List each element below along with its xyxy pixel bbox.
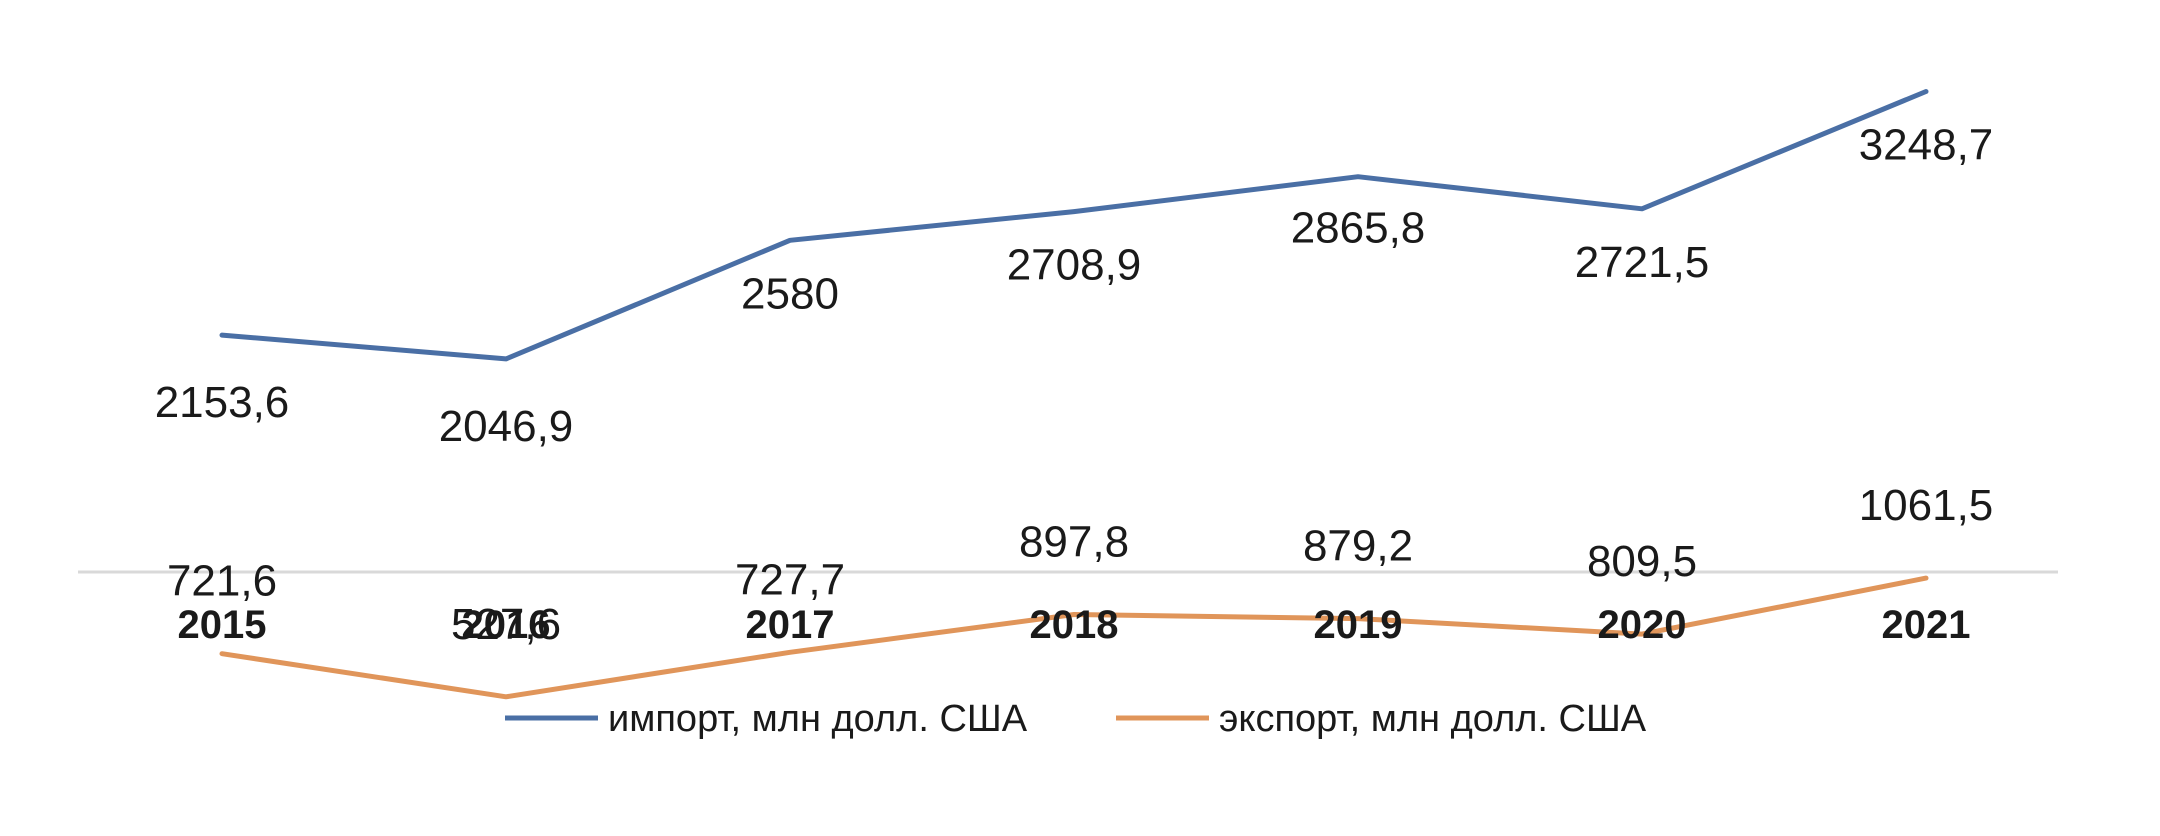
series-line-export — [219, 575, 1929, 700]
legend-label-import: импорт, млн долл. США — [608, 698, 1028, 740]
data-labels-layer: 2153,6 2046,9 2580 2708,9 2865,8 2721,5 3248,7… — [155, 121, 1994, 649]
data-label-import-2019: 2865,8 — [1291, 204, 1426, 253]
data-label-import-2015: 2153,6 — [155, 378, 290, 427]
legend-item-import: импорт, млн долл. США — [505, 698, 1028, 740]
data-label-import-2021: 3248,7 — [1859, 121, 1994, 170]
data-label-export-2017: 727,7 — [735, 555, 845, 604]
legend-label-export: экспорт, млн долл. США — [1219, 698, 1647, 740]
data-label-export-2020: 809,5 — [1587, 537, 1697, 586]
x-tick-label-2019: 2019 — [1314, 603, 1403, 647]
data-label-export-2016: 527,6 — [451, 600, 561, 649]
legend-item-export: экспорт, млн долл. США — [1116, 698, 1647, 740]
x-tick-label-2016: 2016 — [462, 603, 551, 647]
data-label-export-2021: 1061,5 — [1859, 481, 1994, 530]
data-label-export-2018: 897,8 — [1019, 518, 1129, 567]
x-tick-label-2017: 2017 — [746, 603, 835, 647]
data-label-export-2015: 721,6 — [167, 557, 277, 606]
series-line-import — [219, 89, 1929, 362]
data-label-import-2016: 2046,9 — [439, 402, 574, 451]
legend: импорт, млн долл. США экспорт, млн долл. … — [505, 698, 1647, 740]
x-tick-label-2015: 2015 — [178, 603, 267, 647]
x-tick-label-2021: 2021 — [1882, 603, 1971, 647]
data-label-import-2017: 2580 — [741, 269, 839, 318]
data-label-import-2018: 2708,9 — [1007, 241, 1142, 290]
data-label-export-2019: 879,2 — [1303, 522, 1413, 571]
x-tick-label-2020: 2020 — [1598, 603, 1687, 647]
data-label-import-2020: 2721,5 — [1575, 238, 1710, 287]
x-tick-labels: 2015 2016 2017 2018 2019 2020 2021 — [178, 603, 1971, 647]
x-tick-label-2018: 2018 — [1030, 603, 1119, 647]
series-layer — [219, 89, 1929, 700]
